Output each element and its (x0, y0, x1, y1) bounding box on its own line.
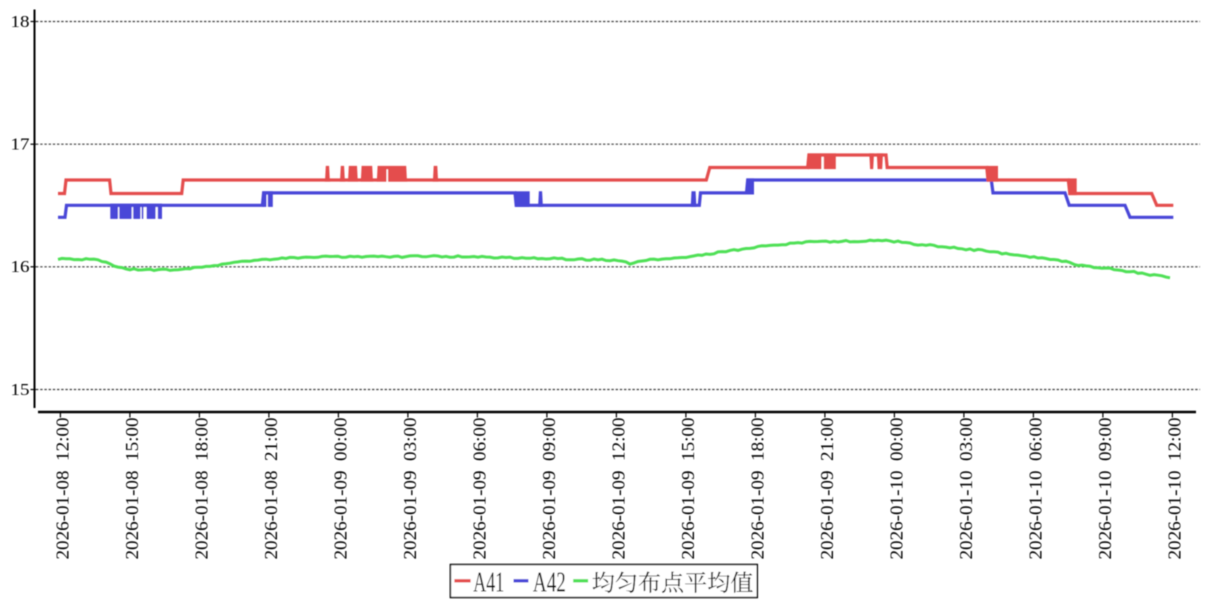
svg-text:2026-01-08 15:00: 2026-01-08 15:00 (122, 418, 142, 560)
svg-text:16: 16 (11, 257, 30, 276)
svg-text:2026-01-09 03:00: 2026-01-09 03:00 (400, 418, 420, 560)
svg-text:17: 17 (11, 135, 30, 154)
svg-text:2026-01-09 15:00: 2026-01-09 15:00 (678, 418, 698, 560)
svg-text:2026-01-09 09:00: 2026-01-09 09:00 (539, 418, 559, 560)
svg-text:2026-01-08 12:00: 2026-01-08 12:00 (52, 418, 72, 560)
svg-text:2026-01-08 21:00: 2026-01-08 21:00 (261, 418, 281, 560)
svg-text:2026-01-09 12:00: 2026-01-09 12:00 (608, 418, 628, 560)
svg-text:15: 15 (11, 380, 30, 399)
svg-text:2026-01-09 21:00: 2026-01-09 21:00 (817, 418, 837, 560)
svg-text:2026-01-10 12:00: 2026-01-10 12:00 (1164, 418, 1184, 560)
svg-text:A41: A41 (473, 567, 504, 599)
svg-text:A42: A42 (533, 567, 566, 599)
svg-text:2026-01-10 00:00: 2026-01-10 00:00 (886, 418, 906, 560)
svg-text:2026-01-08 18:00: 2026-01-08 18:00 (191, 418, 211, 560)
svg-text:2026-01-10 03:00: 2026-01-10 03:00 (956, 418, 976, 560)
svg-text:2026-01-10 06:00: 2026-01-10 06:00 (1025, 418, 1045, 560)
svg-text:2026-01-09 18:00: 2026-01-09 18:00 (747, 418, 767, 560)
svg-text:2026-01-09 06:00: 2026-01-09 06:00 (469, 418, 489, 560)
svg-text:2026-01-09 00:00: 2026-01-09 00:00 (330, 418, 350, 560)
svg-text:2026-01-10 09:00: 2026-01-10 09:00 (1095, 418, 1115, 560)
svg-text:18: 18 (11, 12, 30, 31)
